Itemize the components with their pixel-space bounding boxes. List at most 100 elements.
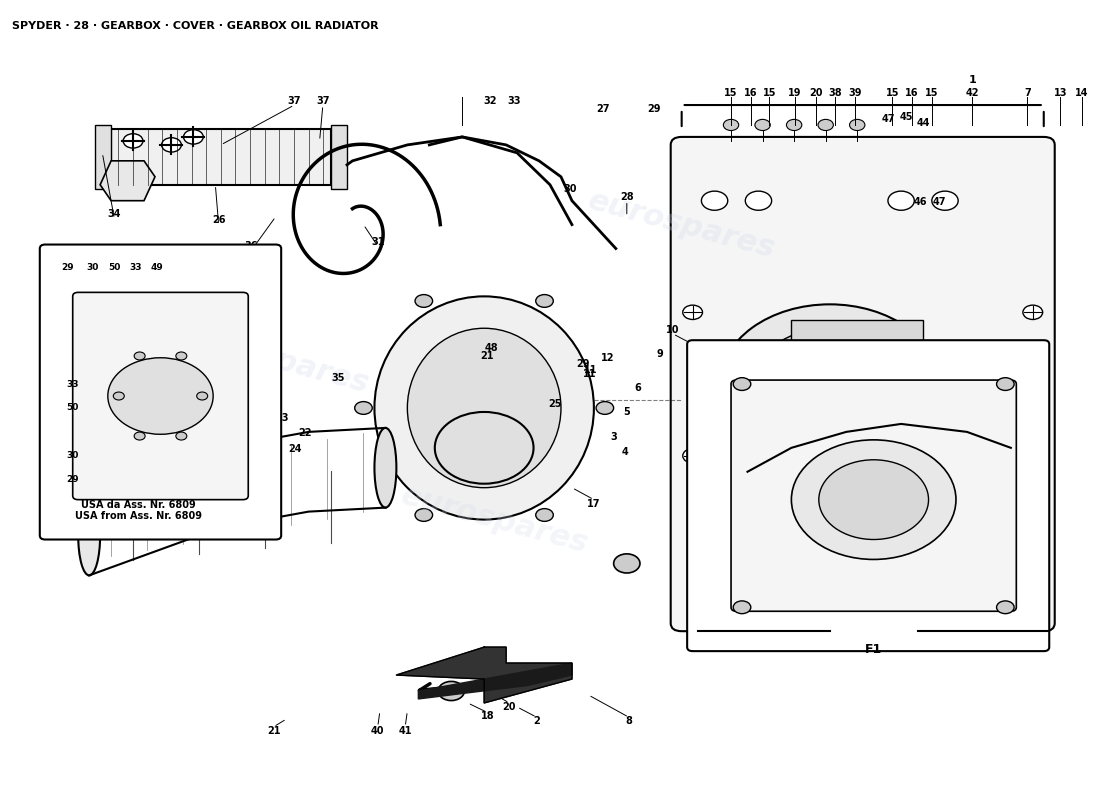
Text: USA da Ass. Nr. 6809
USA from Ass. Nr. 6809: USA da Ass. Nr. 6809 USA from Ass. Nr. 6… (75, 500, 202, 522)
Circle shape (1023, 305, 1043, 319)
Text: 5: 5 (624, 407, 630, 417)
Text: 47: 47 (933, 198, 946, 207)
Text: 46: 46 (933, 617, 946, 626)
Text: 13: 13 (1054, 88, 1067, 98)
Text: 39: 39 (848, 88, 861, 98)
Circle shape (724, 119, 739, 130)
Text: 15: 15 (724, 88, 738, 98)
Text: eurospares: eurospares (398, 481, 592, 558)
Circle shape (746, 534, 771, 553)
Text: 30: 30 (563, 184, 576, 194)
Text: 28: 28 (620, 192, 634, 202)
Text: 45: 45 (900, 112, 913, 122)
Text: 36: 36 (245, 241, 258, 251)
Text: 26: 26 (212, 215, 226, 225)
Ellipse shape (374, 296, 594, 519)
Text: 47: 47 (881, 114, 894, 124)
Text: 33: 33 (129, 263, 142, 273)
Circle shape (123, 134, 143, 148)
Circle shape (162, 138, 182, 152)
Text: 37: 37 (316, 96, 330, 106)
Text: 15: 15 (762, 88, 777, 98)
Circle shape (536, 509, 553, 522)
Text: 46: 46 (914, 198, 927, 207)
Text: 14: 14 (1076, 88, 1089, 98)
Ellipse shape (374, 428, 396, 508)
Text: 42: 42 (966, 88, 979, 98)
Circle shape (176, 432, 187, 440)
Text: 22: 22 (298, 429, 312, 438)
Text: 29: 29 (648, 104, 661, 114)
Text: 11: 11 (583, 369, 596, 378)
Circle shape (596, 402, 614, 414)
Polygon shape (396, 647, 572, 703)
Text: 33: 33 (507, 96, 520, 106)
Circle shape (754, 328, 906, 440)
Text: 12: 12 (602, 353, 615, 362)
Text: 12: 12 (777, 351, 791, 361)
Circle shape (354, 402, 372, 414)
Circle shape (702, 191, 728, 210)
Text: 21: 21 (481, 351, 494, 361)
Text: 2: 2 (534, 716, 540, 726)
Ellipse shape (407, 328, 561, 488)
Text: 19: 19 (788, 88, 802, 98)
Circle shape (108, 358, 213, 434)
Text: 44: 44 (914, 618, 927, 628)
Text: 50: 50 (66, 403, 79, 413)
Text: 4: 4 (621, 447, 628, 457)
Circle shape (1023, 449, 1043, 463)
Text: 35: 35 (331, 374, 345, 383)
Text: eurospares: eurospares (727, 481, 921, 558)
Circle shape (746, 191, 771, 210)
Text: 16: 16 (905, 88, 918, 98)
Text: 17: 17 (587, 498, 601, 509)
Text: 20: 20 (808, 88, 823, 98)
Text: 32: 32 (483, 96, 496, 106)
Polygon shape (100, 161, 155, 201)
Circle shape (702, 534, 728, 553)
Text: 1: 1 (969, 75, 977, 85)
Text: 30: 30 (86, 263, 99, 273)
Circle shape (690, 505, 710, 518)
Circle shape (720, 304, 939, 464)
Circle shape (818, 119, 834, 130)
Circle shape (997, 378, 1014, 390)
Circle shape (734, 601, 751, 614)
Bar (331, 125, 346, 189)
Circle shape (683, 449, 703, 463)
Text: 10: 10 (667, 325, 680, 335)
Circle shape (1027, 505, 1047, 518)
Circle shape (734, 378, 751, 390)
Text: 9: 9 (657, 349, 663, 358)
Circle shape (176, 352, 187, 360)
Text: 31: 31 (371, 237, 385, 247)
Text: 20: 20 (503, 702, 516, 712)
Text: 23: 23 (275, 413, 289, 422)
FancyBboxPatch shape (688, 340, 1049, 651)
Circle shape (184, 130, 204, 144)
Circle shape (997, 601, 1014, 614)
Text: 30: 30 (66, 451, 79, 460)
Circle shape (888, 534, 914, 553)
Text: 29: 29 (576, 359, 590, 369)
Circle shape (786, 119, 802, 130)
Circle shape (614, 554, 640, 573)
FancyBboxPatch shape (732, 380, 1016, 611)
Text: 6: 6 (635, 383, 641, 393)
Circle shape (113, 392, 124, 400)
Text: 49: 49 (151, 263, 164, 273)
Circle shape (683, 305, 703, 319)
Circle shape (134, 352, 145, 360)
FancyBboxPatch shape (671, 137, 1055, 631)
Circle shape (415, 294, 432, 307)
Text: 11: 11 (584, 365, 597, 374)
Circle shape (849, 119, 865, 130)
Bar (791, 320, 923, 448)
Text: 37: 37 (287, 96, 301, 106)
Text: 48: 48 (485, 343, 498, 353)
Text: 33: 33 (66, 379, 79, 389)
Text: 29: 29 (60, 263, 74, 273)
Circle shape (134, 432, 145, 440)
Ellipse shape (78, 496, 100, 575)
